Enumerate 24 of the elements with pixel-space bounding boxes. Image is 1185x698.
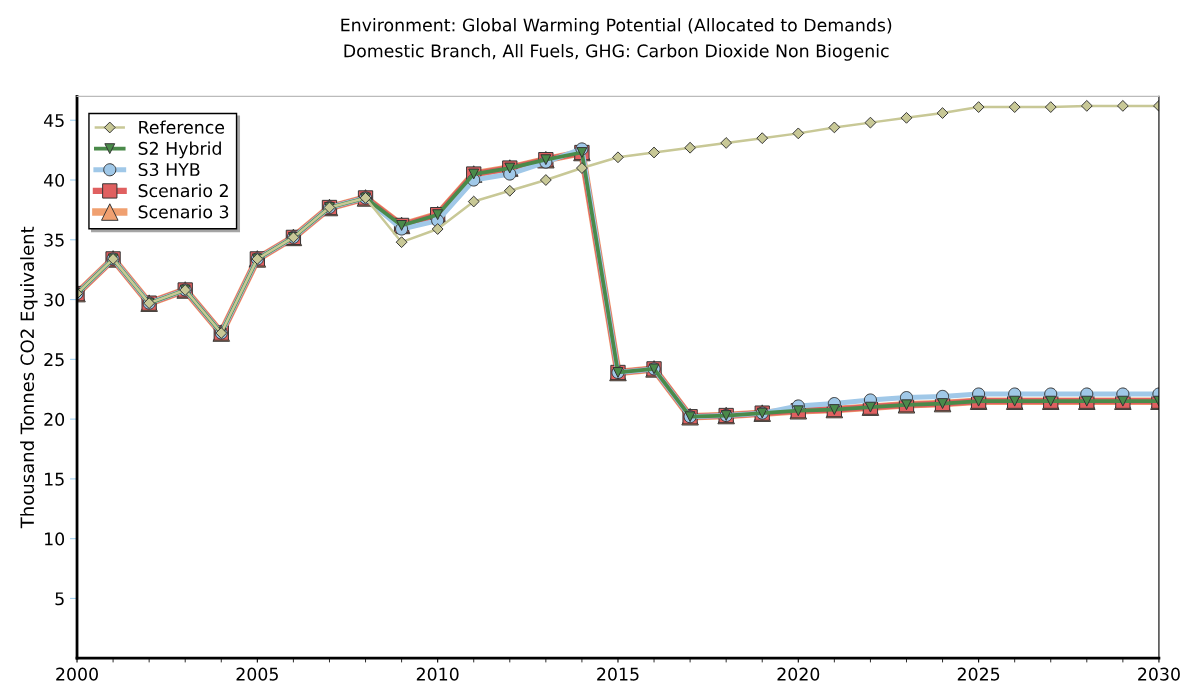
- legend-label: Reference: [139, 120, 225, 134]
- x-tick-label: 2000: [56, 667, 98, 681]
- legend-label: S3 HYB: [138, 162, 200, 177]
- chart-subtitle: Domestic Branch, All Fuels, GHG: Carbon Dioxide Non Biogenic: [344, 43, 889, 61]
- x-tick-label: 2015: [597, 667, 639, 681]
- legend-label: Scenario 2: [138, 183, 228, 198]
- y-tick-label: 35: [44, 233, 64, 247]
- y-tick-label: 20: [44, 412, 65, 426]
- x-tick-label: 2020: [777, 667, 820, 681]
- y-tick-label: 15: [45, 472, 64, 486]
- y-tick-label: 5: [55, 592, 64, 606]
- y-axis-title: Thousand Tonnes CO2 Equivalent: [20, 226, 38, 529]
- y-tick-label: 25: [44, 353, 64, 367]
- x-tick-label: 2010: [416, 667, 459, 681]
- x-tick-label: 2030: [1138, 667, 1180, 681]
- chart-title: Environment: Global Warming Potential (Allocated to Demands): [341, 18, 892, 35]
- y-tick-label: 45: [43, 114, 64, 128]
- x-tick-label: 2005: [236, 667, 278, 681]
- legend-label: S2 Hybrid: [138, 141, 221, 159]
- x-tick-label: 2025: [957, 667, 1000, 681]
- y-tick-label: 10: [45, 532, 65, 546]
- y-tick-label: 40: [43, 173, 65, 187]
- legend-label: Scenario 3: [138, 204, 229, 219]
- y-tick-label: 30: [44, 293, 65, 307]
